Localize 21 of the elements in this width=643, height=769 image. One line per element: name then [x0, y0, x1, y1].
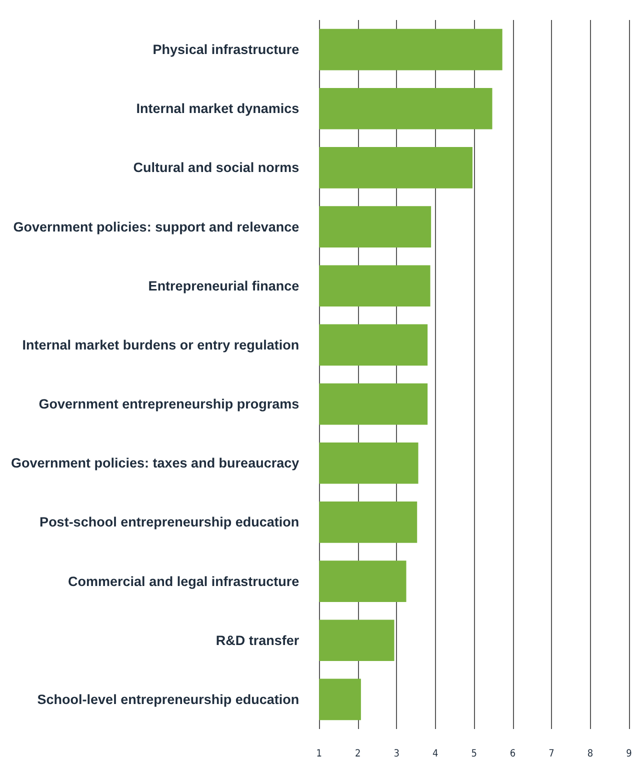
y-tick-label: R&D transfer: [216, 632, 300, 648]
y-tick-label: Post-school entrepreneurship education: [40, 514, 300, 530]
x-tick-label: 5: [471, 748, 477, 760]
x-tick-label: 4: [432, 748, 438, 760]
x-tick-label: 1: [316, 748, 322, 760]
x-tick-label: 2: [354, 748, 361, 760]
y-tick-label: Physical infrastructure: [152, 42, 300, 58]
y-tick-label: Government policies: support and relevance: [13, 219, 300, 234]
y-tick-label: Commercial and legal infrastructure: [68, 574, 300, 589]
y-tick-label: School-level entrepreneurship education: [37, 692, 300, 707]
x-tick-label: 3: [394, 748, 400, 760]
y-tick-label: Government entrepreneurship programs: [38, 396, 300, 412]
x-tick-label: 7: [548, 748, 554, 760]
x-tick-label: 9: [626, 748, 632, 760]
y-tick-label: Government policies: taxes and bureaucracy: [11, 456, 300, 471]
x-tick-label: 6: [510, 748, 516, 760]
x-tick-label: 8: [587, 748, 594, 760]
y-tick-label: Internal market burdens or entry regulation: [22, 337, 300, 352]
y-tick-label: Cultural and social norms: [133, 160, 300, 176]
y-tick-label: Entrepreneurial finance: [148, 278, 300, 294]
y-tick-label: Internal market dynamics: [136, 101, 300, 116]
